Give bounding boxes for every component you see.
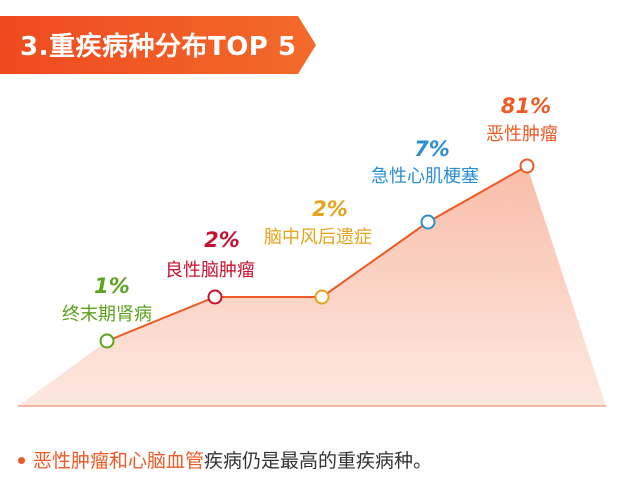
- data-point-5: [519, 158, 535, 174]
- line-chart: 1% 终末期肾病 2% 良性脑肿瘤 2% 脑中风后遗症 7% 急性心肌梗塞 81% 恶性肿瘤: [18, 94, 606, 407]
- percent-label-1: 1%: [94, 274, 130, 298]
- data-point-3: [314, 289, 330, 305]
- percent-label-5: 81%: [501, 94, 551, 118]
- category-label-1: 终末期肾病: [62, 304, 152, 325]
- category-label-2: 良性脑肿瘤: [165, 260, 255, 281]
- chart-title: 3.重疾病种分布TOP 5: [20, 32, 297, 62]
- category-label-4: 急性心肌梗塞: [371, 166, 479, 187]
- data-point-2: [207, 289, 223, 305]
- footnote-text: 疾病仍是最高的重疾病种。: [204, 450, 433, 472]
- banner-arrow-shape: [0, 16, 316, 74]
- percent-label-4: 7%: [414, 137, 450, 161]
- data-point-1: [99, 333, 115, 349]
- percent-label-2: 2%: [204, 228, 240, 252]
- data-point-4: [420, 214, 436, 230]
- category-label-5: 恶性肿瘤: [486, 124, 558, 145]
- footnote: 恶性肿瘤和心脑血管疾病仍是最高的重疾病种。: [18, 446, 608, 473]
- bullet-dot: [18, 456, 25, 464]
- title-banner: 3.重疾病种分布TOP 5: [0, 16, 316, 74]
- category-label-3: 脑中风后遗症: [264, 227, 372, 248]
- area-fill: [18, 166, 606, 406]
- footnote-highlight: 恶性肿瘤和心脑血管: [33, 450, 205, 472]
- percent-label-3: 2%: [312, 197, 348, 221]
